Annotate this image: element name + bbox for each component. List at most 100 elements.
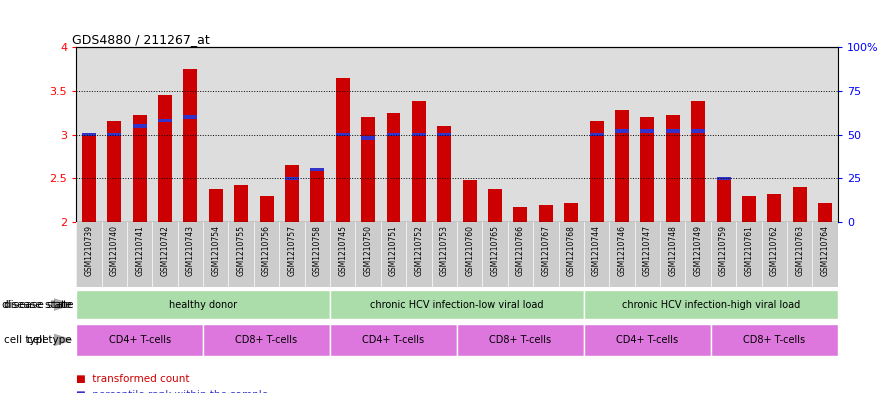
Bar — [767, 194, 781, 222]
Bar — [76, 290, 330, 319]
Bar — [133, 124, 147, 128]
Text: CD8+ T-cells: CD8+ T-cells — [489, 335, 552, 345]
Bar — [184, 69, 197, 222]
Bar — [660, 47, 685, 222]
Bar — [254, 47, 280, 222]
Text: GSM1210756: GSM1210756 — [262, 225, 271, 276]
Bar — [711, 324, 838, 356]
Bar — [203, 324, 330, 356]
Bar — [310, 168, 324, 222]
Bar — [386, 113, 401, 222]
Bar — [108, 133, 121, 136]
Text: GSM1210754: GSM1210754 — [211, 225, 220, 276]
Bar — [361, 136, 375, 140]
Bar — [260, 196, 273, 222]
Bar — [356, 47, 381, 222]
Bar — [641, 129, 654, 133]
Text: GSM1210759: GSM1210759 — [719, 225, 728, 276]
Bar — [590, 133, 604, 136]
Text: cell type: cell type — [27, 335, 72, 345]
Text: cell type: cell type — [4, 335, 49, 345]
Bar — [508, 47, 533, 222]
Bar — [615, 129, 629, 133]
Bar — [666, 116, 680, 222]
Bar — [330, 324, 457, 356]
Bar — [381, 47, 406, 222]
Bar — [336, 78, 349, 222]
Bar — [177, 47, 203, 222]
Bar — [538, 204, 553, 222]
Text: GSM1210743: GSM1210743 — [185, 225, 195, 276]
Text: GSM1210747: GSM1210747 — [642, 225, 652, 276]
Text: CD4+ T-cells: CD4+ T-cells — [616, 335, 678, 345]
Text: GSM1210740: GSM1210740 — [109, 225, 119, 276]
Text: GSM1210748: GSM1210748 — [668, 225, 677, 276]
Text: GSM1210763: GSM1210763 — [795, 225, 805, 276]
Text: GSM1210752: GSM1210752 — [414, 225, 424, 276]
Text: ■  percentile rank within the sample: ■ percentile rank within the sample — [76, 390, 268, 393]
Bar — [361, 117, 375, 222]
Bar — [76, 324, 203, 356]
Text: CD8+ T-cells: CD8+ T-cells — [236, 335, 297, 345]
Bar — [386, 133, 401, 136]
Text: GSM1210764: GSM1210764 — [821, 225, 830, 276]
Bar — [101, 47, 127, 222]
Text: GSM1210755: GSM1210755 — [237, 225, 246, 276]
Text: healthy donor: healthy donor — [169, 299, 237, 310]
Bar — [184, 116, 197, 119]
Text: GSM1210745: GSM1210745 — [338, 225, 348, 276]
Text: CD4+ T-cells: CD4+ T-cells — [362, 335, 425, 345]
Bar — [737, 47, 762, 222]
Bar — [412, 133, 426, 136]
Bar — [564, 203, 578, 222]
Bar — [691, 101, 705, 222]
Text: GSM1210768: GSM1210768 — [566, 225, 576, 276]
Bar — [533, 47, 558, 222]
Bar — [209, 189, 223, 222]
Bar — [584, 47, 609, 222]
Bar — [82, 133, 96, 136]
Bar — [82, 134, 96, 222]
Text: chronic HCV infection-low viral load: chronic HCV infection-low viral load — [370, 299, 544, 310]
Bar — [609, 47, 634, 222]
Bar — [717, 176, 730, 180]
Text: disease state: disease state — [2, 299, 72, 310]
Text: CD4+ T-cells: CD4+ T-cells — [108, 335, 171, 345]
Bar — [330, 47, 356, 222]
Bar — [742, 196, 756, 222]
Text: GSM1210739: GSM1210739 — [84, 225, 93, 276]
Bar — [158, 95, 172, 222]
Bar — [336, 133, 349, 136]
Text: chronic HCV infection-high viral load: chronic HCV infection-high viral load — [622, 299, 800, 310]
Text: CD8+ T-cells: CD8+ T-cells — [743, 335, 806, 345]
Polygon shape — [54, 299, 72, 310]
Bar — [818, 203, 832, 222]
Bar — [285, 176, 299, 180]
Bar — [158, 119, 172, 122]
Bar — [76, 47, 101, 222]
Bar — [793, 187, 806, 222]
Bar — [437, 126, 452, 222]
Text: GSM1210767: GSM1210767 — [541, 225, 550, 276]
Bar — [133, 116, 147, 222]
Bar — [558, 47, 584, 222]
Bar — [108, 121, 121, 222]
Text: GSM1210751: GSM1210751 — [389, 225, 398, 276]
Bar — [666, 129, 680, 133]
Bar — [203, 47, 228, 222]
Polygon shape — [54, 334, 72, 345]
Bar — [615, 110, 629, 222]
Bar — [691, 129, 705, 133]
Bar — [787, 47, 813, 222]
Bar — [127, 47, 152, 222]
Bar — [412, 101, 426, 222]
Bar — [457, 47, 482, 222]
Bar — [432, 47, 457, 222]
Text: GSM1210746: GSM1210746 — [617, 225, 626, 276]
Text: GSM1210765: GSM1210765 — [490, 225, 500, 276]
Text: GSM1210742: GSM1210742 — [160, 225, 169, 276]
Bar — [685, 47, 711, 222]
Text: GDS4880 / 211267_at: GDS4880 / 211267_at — [73, 33, 210, 46]
Text: GSM1210757: GSM1210757 — [288, 225, 297, 276]
Text: GSM1210761: GSM1210761 — [745, 225, 754, 276]
